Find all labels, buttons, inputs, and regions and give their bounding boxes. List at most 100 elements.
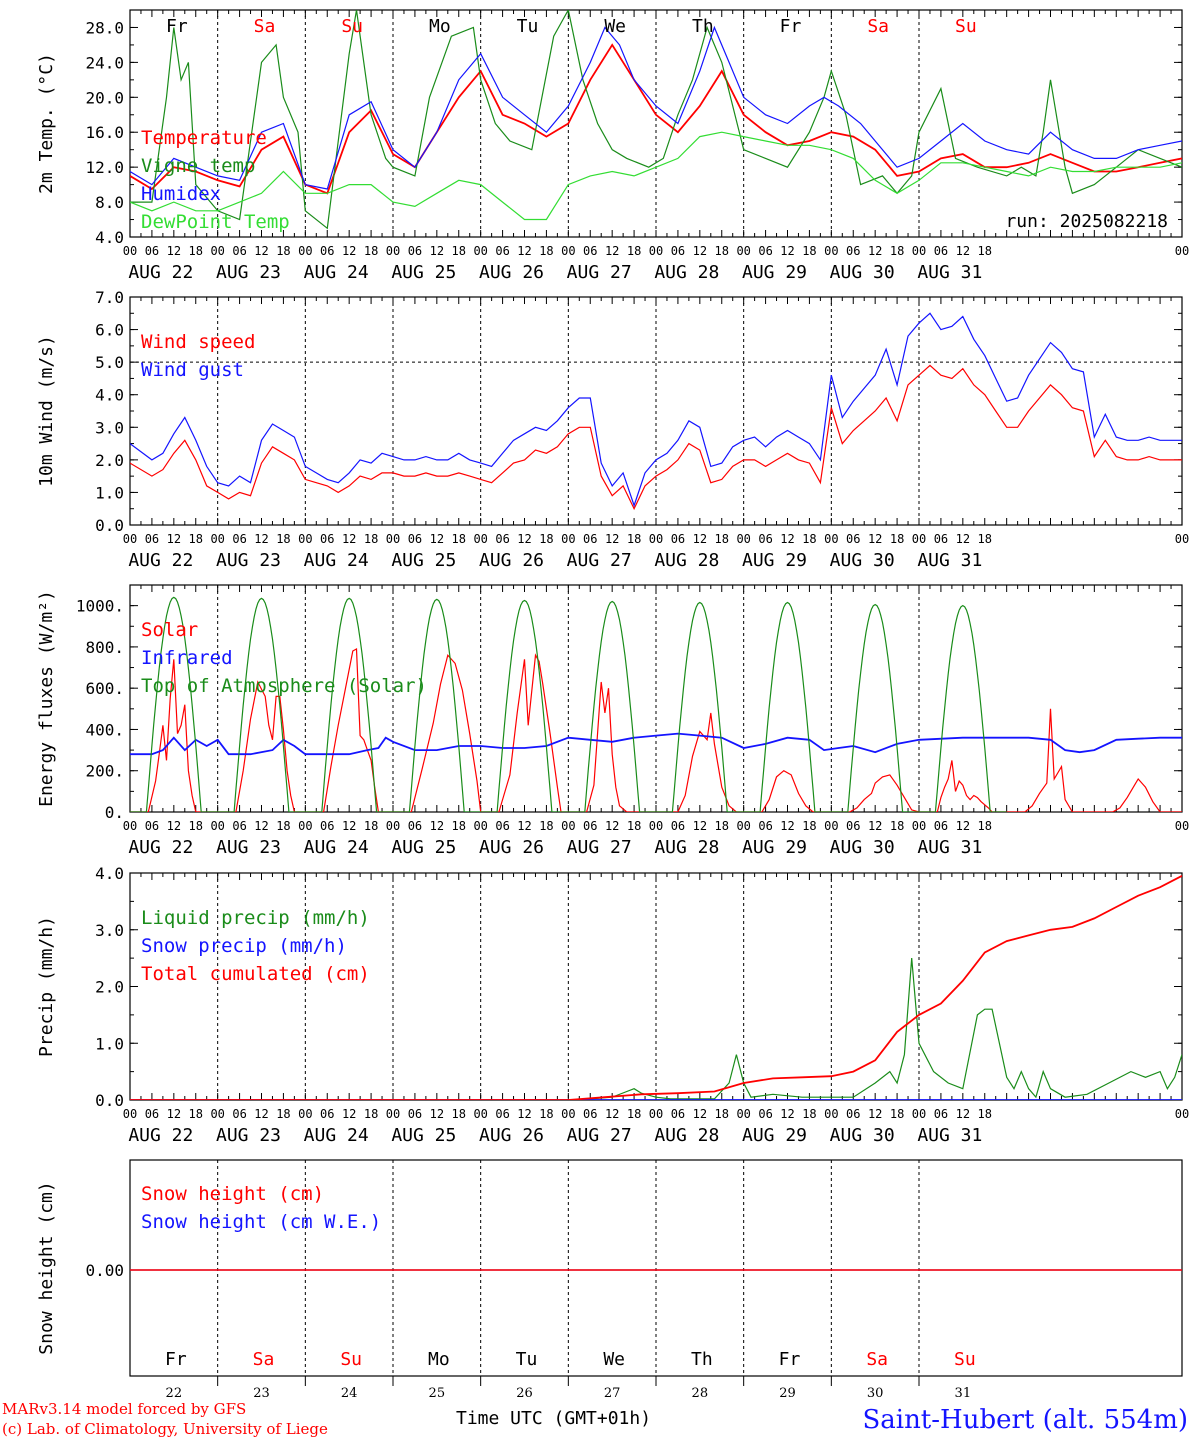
y-tick-label: 2.0	[95, 451, 124, 470]
hour-tick-label: 12	[254, 1107, 268, 1121]
date-label: AUG 22	[128, 262, 193, 283]
y-tick-label: 200.	[85, 762, 124, 781]
hour-tick-label: 00	[912, 819, 926, 833]
y-tick-label: 12.0	[85, 158, 124, 177]
hour-tick-label: 12	[342, 1107, 356, 1121]
weekday-label: Fr	[779, 1349, 801, 1370]
hour-tick-label: 00	[649, 1107, 663, 1121]
date-label: AUG 24	[304, 262, 369, 283]
hour-tick-label: 18	[364, 532, 378, 546]
date-label: AUG 30	[830, 262, 895, 283]
hour-tick-label: 00	[561, 819, 575, 833]
hour-tick-label: 06	[583, 532, 597, 546]
series-group-temperature	[130, 10, 1182, 230]
hour-tick-label: 12	[517, 532, 531, 546]
hour-tick-label: 12	[605, 244, 619, 258]
date-label: AUG 31	[917, 550, 982, 571]
hour-tick-label: 00	[473, 1107, 487, 1121]
date-label: AUG 25	[391, 550, 456, 571]
series-line-dewpoint-temp	[130, 131, 1182, 221]
weekday-label: Sa	[867, 16, 889, 37]
date-label: AUG 24	[304, 550, 369, 571]
hour-tick-label: 00	[1175, 532, 1189, 546]
hour-tick-label: 06	[232, 532, 246, 546]
hour-tick-label: 12	[780, 532, 794, 546]
y-tick-label: 4.0	[95, 864, 124, 883]
hour-tick-label: 18	[452, 1107, 466, 1121]
date-label: AUG 25	[391, 837, 456, 858]
hour-tick-label: 12	[167, 1107, 181, 1121]
hour-tick-label: 00	[912, 1107, 926, 1121]
hour-tick-label: 18	[539, 1107, 553, 1121]
hour-tick-label: 00	[386, 532, 400, 546]
date-label: AUG 30	[830, 837, 895, 858]
hour-tick-label: 00	[123, 244, 137, 258]
date-label: AUG 31	[917, 262, 982, 283]
series-line-total-cumulated-cm	[130, 875, 1182, 1100]
date-label: AUG 31	[917, 1125, 982, 1146]
hour-tick-label: 18	[189, 532, 203, 546]
date-label: AUG 22	[128, 1125, 193, 1146]
legend-entry: Wind speed	[141, 331, 255, 353]
legend-entry: Snow height (cm W.E.)	[141, 1211, 381, 1233]
date-label: AUG 25	[391, 1125, 456, 1146]
date-label: AUG 28	[654, 262, 719, 283]
hour-tick-label: 12	[254, 819, 268, 833]
hour-tick-label: 12	[167, 819, 181, 833]
hour-tick-label: 06	[232, 1107, 246, 1121]
weekday-label: Su	[954, 1349, 976, 1370]
hour-tick-label: 12	[342, 532, 356, 546]
date-label: AUG 23	[216, 550, 281, 571]
panel-frames	[129, 9, 1183, 1386]
hour-tick-label: 06	[934, 819, 948, 833]
hour-tick-label: 00	[1175, 1107, 1189, 1121]
date-label: AUG 23	[216, 262, 281, 283]
hour-tick-label: 00	[561, 532, 575, 546]
hour-tick-label: 12	[868, 819, 882, 833]
y-tick-label: 4.0	[95, 386, 124, 405]
hour-tick-label: 18	[452, 819, 466, 833]
weekday-label: Su	[340, 1349, 362, 1370]
hour-tick-label: 18	[539, 244, 553, 258]
y-tick-label: 16.0	[85, 123, 124, 142]
hour-tick-label: 18	[802, 244, 816, 258]
hour-tick-label: 18	[539, 532, 553, 546]
hour-tick-label: 06	[846, 1107, 860, 1121]
hour-tick-label: 00	[561, 244, 575, 258]
y-tick-label: 4.0	[95, 228, 124, 247]
day-number-label: 29	[779, 1386, 796, 1401]
hour-tick-label: 00	[298, 819, 312, 833]
weekday-label: Tu	[517, 16, 539, 37]
weekday-label: Fr	[166, 16, 188, 37]
hour-tick-label: 18	[189, 1107, 203, 1121]
hour-tick-label: 12	[693, 532, 707, 546]
date-label: AUG 26	[479, 837, 544, 858]
hour-tick-label: 18	[890, 1107, 904, 1121]
day-number-label: 22	[166, 1386, 183, 1401]
series-group-precip	[130, 875, 1182, 1100]
y-tick-label: 400.	[85, 720, 124, 739]
weekday-label: Th	[691, 1349, 713, 1370]
hour-tick-label: 12	[430, 244, 444, 258]
y-tick-label: 8.0	[95, 193, 124, 212]
hour-tick-label: 00	[1175, 244, 1189, 258]
date-label: AUG 27	[567, 1125, 632, 1146]
hour-tick-label: 18	[276, 244, 290, 258]
date-label: AUG 26	[479, 1125, 544, 1146]
hour-tick-label: 00	[210, 819, 224, 833]
hour-tick-label: 00	[210, 1107, 224, 1121]
date-label: AUG 27	[567, 550, 632, 571]
hour-tick-label: 00	[649, 244, 663, 258]
hour-tick-label: 18	[364, 819, 378, 833]
hour-tick-label: 18	[276, 1107, 290, 1121]
weekday-label: We	[603, 1349, 625, 1370]
hour-tick-label: 12	[956, 1107, 970, 1121]
hour-tick-label: 06	[846, 244, 860, 258]
hour-tick-label: 12	[605, 1107, 619, 1121]
hour-tick-label: 00	[824, 1107, 838, 1121]
hour-tick-label: 06	[495, 244, 509, 258]
hour-tick-label: 00	[736, 1107, 750, 1121]
hour-tick-label: 06	[583, 819, 597, 833]
legend-entry: Humidex	[141, 183, 221, 205]
series-line-wind-gust	[130, 312, 1182, 508]
